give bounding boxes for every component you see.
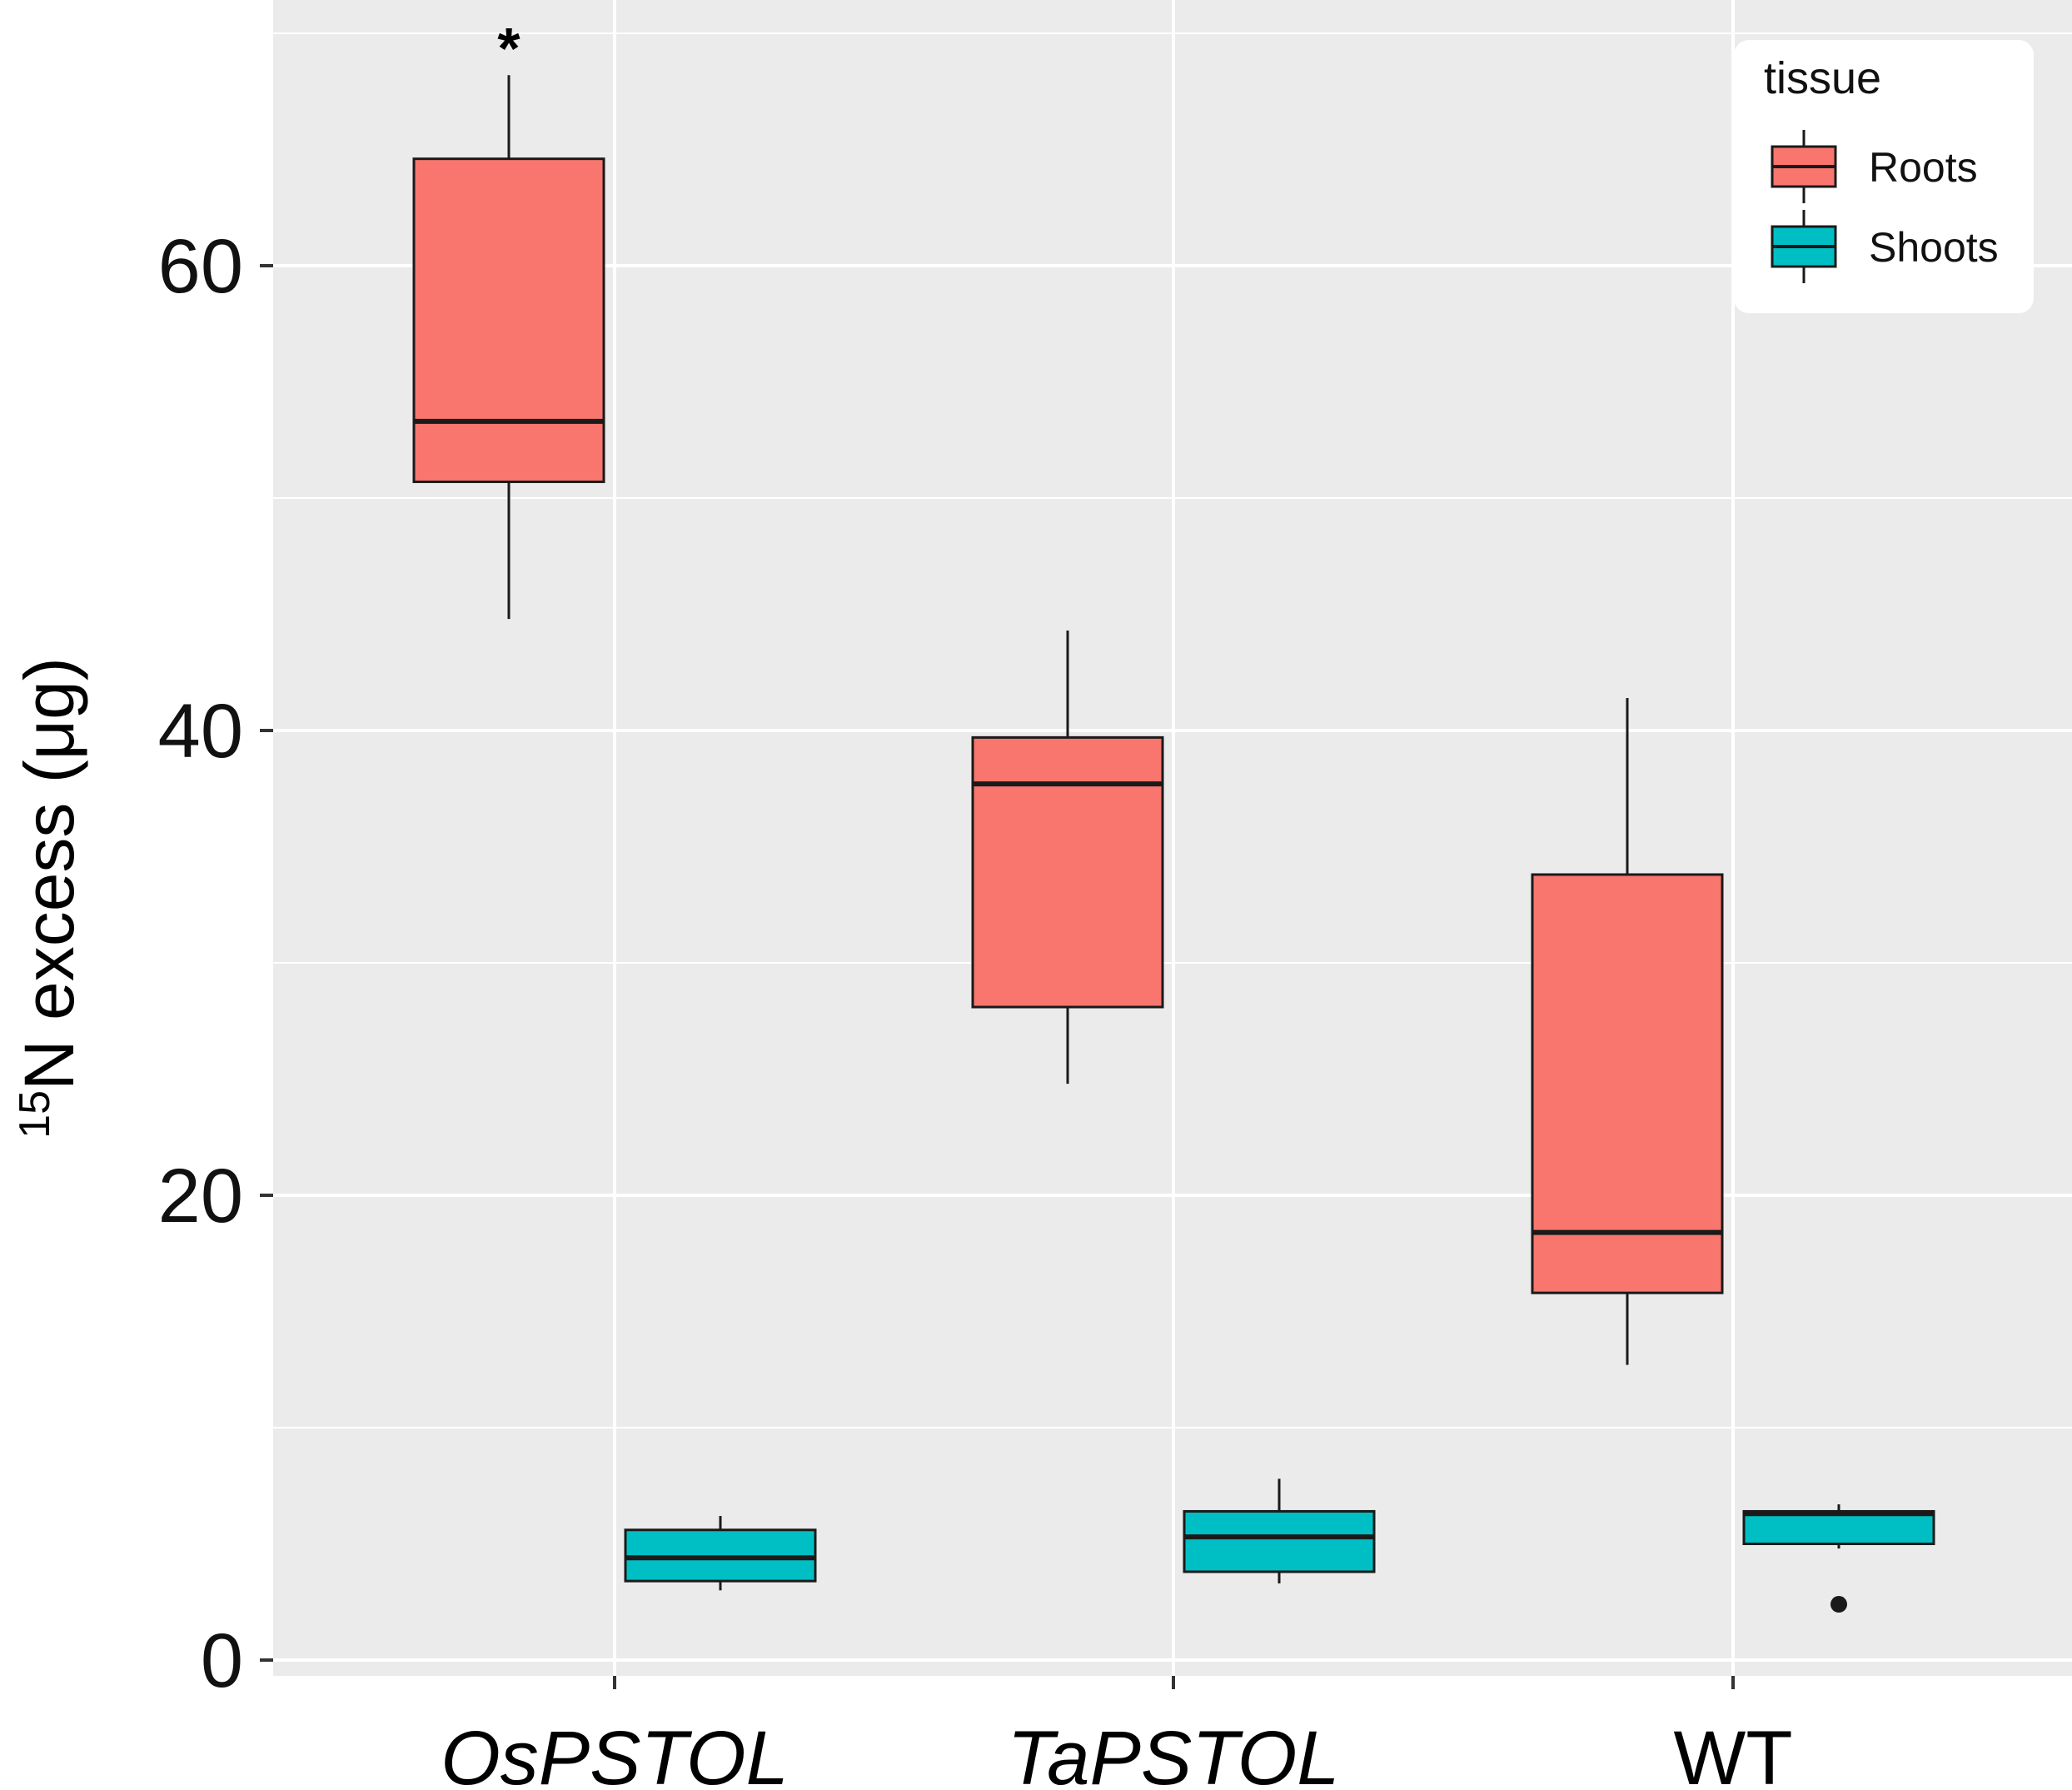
y-axis-title: 15N excess (μg) bbox=[10, 657, 88, 1139]
boxes: * bbox=[412, 16, 1935, 1613]
legend-key-roots: Roots bbox=[1771, 130, 1978, 203]
shoots-box-tapstol bbox=[1183, 1478, 1376, 1583]
iqr-box bbox=[1183, 1509, 1376, 1573]
y-axis-title-group: 15N excess (μg) bbox=[10, 657, 88, 1139]
legend-key-shoots: Shoots bbox=[1771, 210, 1999, 283]
y-axis-title-superscript: 15 bbox=[11, 1090, 59, 1139]
roots-box-wt bbox=[1531, 697, 1724, 1365]
iqr-box bbox=[1742, 1509, 1935, 1545]
x-tick-label-ospstol: OsPSTOL bbox=[441, 1716, 789, 1790]
legend-title: tissue bbox=[1764, 53, 1881, 103]
significance-asterisk: * bbox=[497, 16, 520, 81]
legend-keys: Roots Shoots bbox=[1771, 130, 1999, 283]
shoots-box-ospstol bbox=[624, 1516, 817, 1591]
y-tick-label: 20 bbox=[158, 1154, 243, 1239]
legend-label-roots: Roots bbox=[1869, 144, 1978, 191]
y-tick-label: 0 bbox=[201, 1618, 243, 1703]
x-tick-label-tapstol: TaPSTOL bbox=[1008, 1716, 1340, 1790]
x-tick-label-wt: WT bbox=[1673, 1716, 1792, 1790]
iqr-box bbox=[412, 157, 605, 483]
legend-label-shoots: Shoots bbox=[1869, 224, 1999, 271]
roots-box-ospstol bbox=[412, 75, 605, 620]
axes: 0 20 40 60 OsPSTOL TaPSTOL WT bbox=[158, 224, 1793, 1790]
shoots-box-wt bbox=[1742, 1504, 1935, 1613]
outlier-point bbox=[1830, 1596, 1847, 1613]
y-axis-title-main: N excess (μg) bbox=[10, 657, 88, 1090]
roots-box-tapstol bbox=[971, 631, 1164, 1084]
iqr-box bbox=[971, 735, 1164, 1009]
y-tick-label: 40 bbox=[158, 689, 243, 774]
legend: tissue Roots Shoots bbox=[1734, 40, 2034, 313]
y-tick-label: 60 bbox=[158, 224, 243, 309]
iqr-box bbox=[1531, 873, 1724, 1294]
